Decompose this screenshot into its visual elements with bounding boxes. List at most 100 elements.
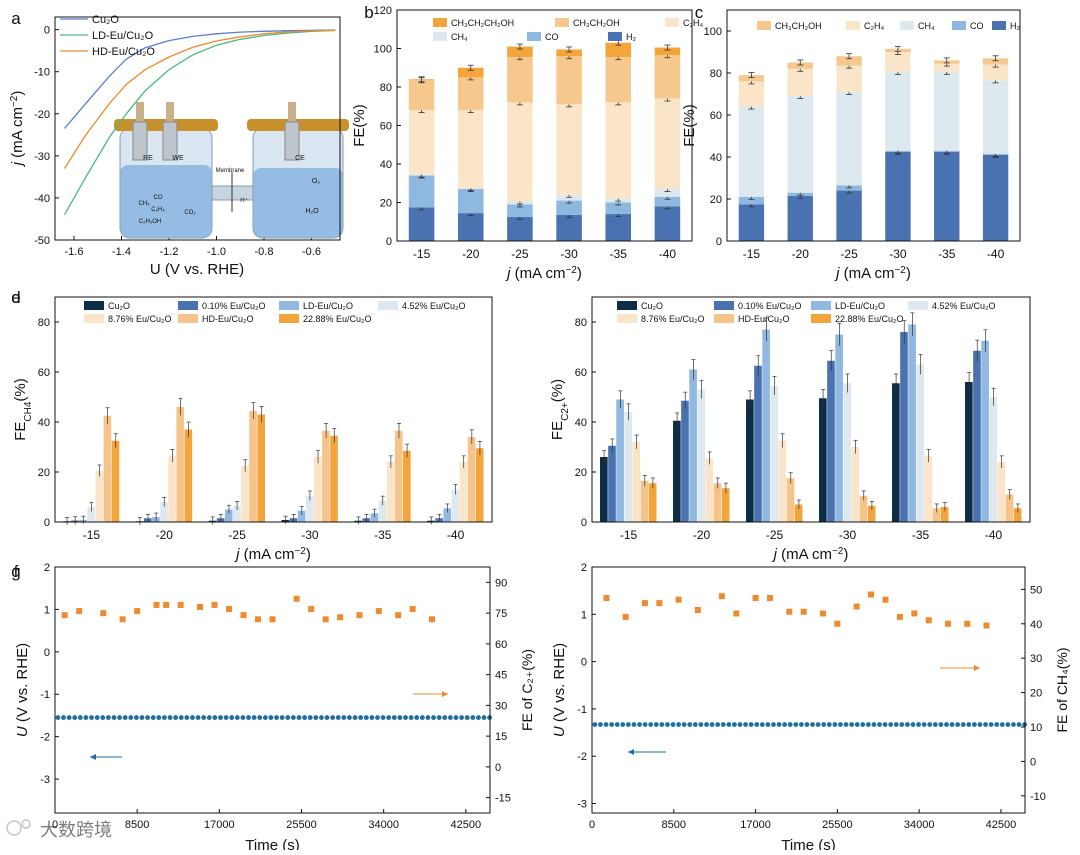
- fe-point: [153, 601, 160, 608]
- bar: [330, 435, 338, 522]
- legend-swatch: [617, 301, 637, 310]
- fe-point: [675, 596, 682, 603]
- bar: [908, 324, 916, 522]
- voltage-point: [754, 722, 760, 727]
- bar: [640, 480, 649, 522]
- legend-label: Cu₂O: [108, 301, 130, 311]
- legend-label: HD-Eu/Cu₂O: [92, 46, 155, 58]
- bar-segment: [556, 56, 582, 105]
- voltage-point: [960, 722, 966, 727]
- x-tick-label: -30: [560, 247, 578, 261]
- fe-point: [925, 617, 932, 624]
- panel-c: c 0 20 40 60 80 100 -15 -20 -25 -30 -35 -40 CH₃CH₂OH C…: [681, 3, 1021, 282]
- bar: [600, 457, 608, 522]
- bar-segment: [556, 200, 582, 216]
- legend-swatch: [757, 21, 771, 30]
- bar-segment: [605, 57, 632, 103]
- plot-frame: [54, 566, 491, 814]
- bar: [370, 513, 379, 522]
- electrode-label: CE: [295, 155, 305, 162]
- y-tick-label: -3: [577, 799, 587, 811]
- bar-segment: [654, 55, 681, 99]
- voltage-point: [865, 722, 871, 727]
- voltage-point: [994, 722, 1000, 727]
- voltage-point: [815, 722, 821, 727]
- voltage-point: [743, 722, 748, 727]
- voltage-point: [307, 715, 313, 720]
- x-axis-title: U (V vs. RHE): [150, 261, 244, 278]
- x-tick-label: -0.6: [302, 246, 321, 258]
- y2-tick-label: 90: [495, 577, 507, 589]
- bar: [305, 495, 314, 522]
- voltage-point: [167, 715, 173, 720]
- bar-segment: [738, 75, 765, 82]
- y-tick-label: -40: [34, 193, 50, 205]
- legend-label: CH₄: [451, 32, 468, 42]
- bar: [827, 360, 835, 522]
- legend-label: LD-Eu/Cu₂O: [303, 301, 353, 311]
- y2-tick-label: 20: [1030, 688, 1042, 700]
- voltage-point: [447, 715, 453, 720]
- voltage-point: [659, 722, 665, 727]
- fe-point: [964, 620, 971, 627]
- y2-tick-label: 0: [1030, 756, 1036, 768]
- voltage-point: [431, 715, 436, 720]
- voltage-point: [178, 715, 184, 720]
- bar-segment: [408, 80, 435, 111]
- bar-segment: [934, 63, 960, 72]
- fe-point: [255, 616, 261, 623]
- voltage-point: [938, 722, 944, 727]
- x-tick-label: 0: [589, 819, 595, 831]
- voltage-point: [94, 715, 100, 720]
- bar-segment: [556, 49, 582, 57]
- voltage-point: [905, 722, 910, 727]
- x-axis-title: j (mA cm−2): [234, 546, 311, 564]
- x-tick-label: -20: [792, 247, 810, 261]
- y-tick-label: 120: [374, 5, 392, 17]
- bar: [224, 509, 233, 522]
- bar-segment: [836, 190, 862, 241]
- y-tick-label: 0: [581, 657, 587, 669]
- bar-segment: [605, 214, 632, 241]
- y-axis-title: U (V vs. RHE): [551, 643, 568, 737]
- voltage-point: [983, 722, 988, 727]
- y-tick-label: -3: [40, 774, 50, 786]
- y2-tick-label: 45: [495, 670, 507, 682]
- legend-swatch: [952, 21, 966, 30]
- product-ch4: CH₄: [138, 201, 150, 207]
- bar-segment: [738, 196, 765, 205]
- voltage-point: [676, 722, 681, 727]
- bar: [673, 420, 681, 522]
- voltage-point: [704, 722, 709, 727]
- fe-point: [622, 613, 629, 620]
- voltage-point: [631, 722, 637, 727]
- panel-f: f 2 1 0 -1 -2 -3 90 75 60 45 30 15 0 -15 0 8500 17000 2550…: [14, 562, 535, 854]
- bar-segment: [408, 175, 435, 208]
- voltage-point: [234, 715, 240, 720]
- voltage-point: [369, 715, 375, 720]
- iv-curve: [63, 29, 336, 169]
- panel-letter: f: [14, 562, 19, 581]
- voltage-point: [380, 715, 386, 720]
- voltage-point: [592, 722, 598, 727]
- bar: [754, 365, 762, 522]
- fe-point: [197, 603, 203, 610]
- bar: [378, 500, 387, 522]
- y-axis-title: FE(%): [681, 104, 698, 147]
- y2-tick-label: -10: [1030, 791, 1046, 803]
- voltage-point: [665, 722, 670, 727]
- voltage-point: [223, 715, 229, 720]
- voltage-point: [642, 722, 648, 727]
- voltage-point: [637, 722, 642, 727]
- x-tick-label: -40: [659, 247, 677, 261]
- fe-point: [76, 608, 83, 615]
- legend-swatch: [279, 314, 299, 323]
- bar-segment: [836, 65, 862, 92]
- panel-d: d 0 20 40 60 80 -15 -20 -25 -30 -35 -40 Cu₂O 0.10% Eu…: [11, 288, 493, 564]
- x-tick-label: -40: [447, 528, 465, 542]
- fe-point: [409, 606, 416, 613]
- x-axis-title: j (mA cm−2): [772, 546, 849, 564]
- voltage-point: [268, 715, 274, 720]
- voltage-point: [206, 715, 212, 720]
